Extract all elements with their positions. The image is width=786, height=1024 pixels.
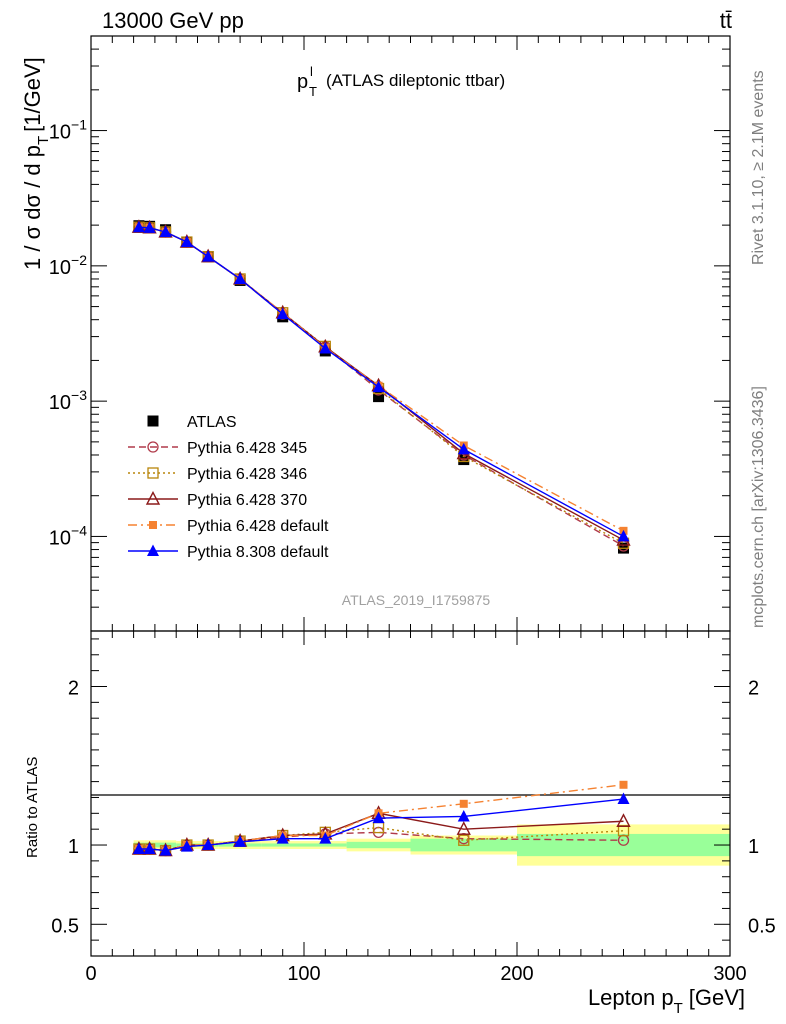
y-tick-label: 10−1 — [49, 117, 87, 144]
ratio-data-point — [143, 842, 156, 854]
ratio-data-point — [202, 838, 215, 851]
main-data-point — [202, 250, 215, 262]
ratio-y-tick-label-right: 2 — [748, 677, 759, 699]
y-axis-title-text: 1 / σ dσ / d p — [20, 145, 45, 270]
ratio-band-inner — [261, 843, 304, 847]
ratio-data-point — [457, 809, 470, 822]
main-data-point — [373, 391, 385, 403]
data-series — [131, 219, 631, 857]
legend-label: Pythia 6.428 default — [187, 518, 329, 535]
ratio-plot-frame — [90, 630, 731, 957]
x-axis-title: Lepton pT [GeV] — [588, 985, 745, 1017]
plot-title: p l T (ATLAS dileptonic ttbar) — [297, 64, 505, 99]
x-axis-title-subscript: T — [674, 1000, 683, 1017]
y-axis-title-main: 1 / σ dσ / d pT [1/GeV] — [20, 57, 52, 270]
legend: ATLAS Pythia 6.428 345 Pythia 6.428 346 Pyt… — [128, 414, 329, 561]
x-tick-label: 100 — [287, 963, 320, 985]
main-series-pythia-8-308-default — [132, 220, 630, 542]
main-data-point — [143, 221, 156, 233]
x-axis-title-unit: [GeV] — [689, 985, 745, 1010]
legend-entry: Pythia 6.428 default — [128, 518, 329, 535]
ratio-y-tick-label-right: 0.5 — [748, 915, 776, 937]
ratio-data-point — [159, 844, 172, 856]
main-data-point — [617, 529, 630, 542]
ratio-data-point — [372, 811, 385, 824]
legend-label: Pythia 6.428 370 — [187, 492, 307, 509]
legend-label: Pythia 6.428 345 — [187, 440, 307, 457]
legend-entry: Pythia 6.428 370 — [128, 490, 307, 509]
ratio-data-point — [319, 832, 332, 844]
ratio-band-inner — [346, 841, 411, 849]
legend-marker — [145, 490, 161, 505]
ratio-data-point — [456, 821, 471, 835]
main-data-point — [372, 380, 385, 393]
ratio-data-point — [132, 842, 145, 854]
ratio-data-point — [180, 840, 193, 852]
legend-entry: ATLAS — [147, 414, 237, 431]
analysis-watermark: ATLAS_2019_I1759875 — [342, 592, 491, 608]
y-tick-label: 10−3 — [49, 387, 87, 414]
main-data-point — [132, 220, 145, 233]
legend-entry: Pythia 8.308 default — [128, 544, 329, 561]
energy-label: 13000 GeV pp — [102, 8, 244, 33]
rivet-version-label: Rivet 3.1.10, ≥ 2.1M events — [750, 70, 767, 265]
main-data-point — [180, 235, 193, 248]
ratio-data-point — [616, 813, 631, 827]
main-data-point — [159, 225, 172, 237]
ratio-y-tick-label-left: 0.5 — [51, 915, 79, 937]
ratio-y-tick-label-left: 1 — [68, 836, 79, 858]
legend-marker — [147, 415, 159, 427]
ratio-data-point — [458, 834, 470, 846]
plot-title-subscript: T — [309, 84, 317, 99]
ratio-uncertainty-bands — [133, 824, 730, 866]
ratio-y-tick-label-right: 1 — [748, 836, 759, 858]
ratio-data-point — [276, 832, 289, 844]
legend-marker — [147, 544, 159, 556]
ratio-data-point — [617, 792, 630, 805]
axis-ticks: 0 100 200 300 10−4 10−3 10−2 10−1 0.5 0.5 1 1 2 2 — [49, 35, 776, 985]
legend-marker — [147, 467, 159, 479]
y-axis-title-subscript: T — [35, 136, 52, 145]
y-tick-label: 10−2 — [49, 252, 87, 279]
legend-marker — [149, 521, 157, 529]
ratio-y-tick-label-left: 2 — [68, 677, 79, 699]
legend-entry: Pythia 6.428 345 — [128, 440, 307, 457]
ratio-series-pythia-8-308-default — [132, 792, 630, 856]
ratio-y-axis-title: Ratio to ATLAS — [24, 757, 41, 858]
legend-marker — [147, 441, 159, 453]
main-series-pythia-6-428-default — [134, 223, 628, 535]
ratio-data-point — [459, 799, 468, 808]
y-tick-label: 10−4 — [49, 522, 87, 549]
main-data-point — [234, 272, 247, 284]
y-axis-title: 1 / σ dσ / d pT [1/GeV] — [20, 57, 52, 270]
legend-entry: Pythia 6.428 346 — [128, 466, 307, 483]
process-label: tt̄ — [720, 8, 732, 33]
mcplots-label: mcplots.cern.ch [arXiv:1306.3436] — [750, 386, 767, 628]
y-axis-title-unit: [1/GeV] — [20, 57, 45, 132]
x-axis-title-text: Lepton p — [588, 985, 674, 1010]
legend-label: Pythia 6.428 346 — [187, 466, 307, 483]
main-plot-frame — [90, 35, 731, 632]
plot-title-text: (ATLAS dileptonic ttbar) — [326, 71, 505, 90]
ratio-data-point — [619, 780, 628, 789]
legend-label: ATLAS — [187, 414, 237, 431]
x-tick-label: 200 — [500, 963, 533, 985]
x-tick-label: 0 — [85, 963, 96, 985]
plot-title-symbol: p — [297, 71, 308, 93]
main-data-point — [276, 307, 289, 320]
ratio-data-point — [234, 835, 247, 847]
ratio-band-inner — [304, 843, 347, 847]
plot-title-superscript: l — [310, 64, 313, 79]
x-tick-label: 300 — [713, 963, 746, 985]
main-series-line — [138, 226, 624, 532]
main-data-point — [319, 341, 332, 354]
legend-label: Pythia 8.308 default — [187, 544, 329, 561]
main-data-point — [457, 442, 470, 455]
